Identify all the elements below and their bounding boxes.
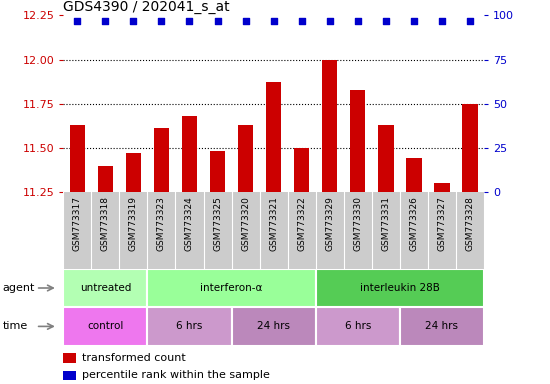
Bar [69,125,85,192]
Text: transformed count: transformed count [82,353,186,363]
Text: GSM773326: GSM773326 [409,196,419,251]
Bar [316,307,400,346]
Point [270,18,278,24]
Text: agent: agent [3,283,35,293]
Text: GSM773329: GSM773329 [325,196,334,251]
Bar [232,307,316,346]
Bar [63,269,147,307]
Point [409,18,418,24]
Point [129,18,138,24]
Text: GSM773317: GSM773317 [73,196,82,251]
Bar [63,371,76,380]
Text: 24 hrs: 24 hrs [257,321,290,331]
Point [438,18,447,24]
Text: 24 hrs: 24 hrs [426,321,459,331]
Point [297,18,306,24]
Text: GSM773321: GSM773321 [269,196,278,251]
Bar [147,269,316,307]
Point [465,18,474,24]
Text: 6 hrs: 6 hrs [345,321,371,331]
Text: GSM773318: GSM773318 [101,196,110,251]
Text: interleukin 28B: interleukin 28B [360,283,440,293]
Point [326,18,334,24]
Bar [406,159,422,192]
Text: GSM773322: GSM773322 [297,196,306,251]
Bar [210,151,226,192]
Point [101,18,110,24]
Bar [350,89,366,192]
Text: untreated: untreated [80,283,131,293]
Text: percentile rank within the sample: percentile rank within the sample [82,370,270,380]
Bar [434,183,450,192]
Text: interferon-α: interferon-α [200,283,263,293]
Bar [462,104,478,192]
Point [185,18,194,24]
Bar [238,125,254,192]
Text: GSM773331: GSM773331 [381,196,390,251]
Bar [153,128,169,192]
Bar [266,83,282,192]
Text: GSM773319: GSM773319 [129,196,138,251]
Text: GSM773330: GSM773330 [353,196,362,251]
Bar [322,60,338,192]
Point [241,18,250,24]
Point [73,18,82,24]
Point [157,18,166,24]
Text: 6 hrs: 6 hrs [177,321,202,331]
Text: GSM773325: GSM773325 [213,196,222,251]
Bar [316,269,484,307]
Bar [182,116,197,192]
Bar [63,353,76,363]
Text: GDS4390 / 202041_s_at: GDS4390 / 202041_s_at [63,0,230,14]
Point [382,18,390,24]
Point [353,18,362,24]
Bar [400,307,484,346]
Point [213,18,222,24]
Text: GSM773327: GSM773327 [437,196,447,251]
Bar [63,307,147,346]
Text: GSM773328: GSM773328 [465,196,475,251]
Text: GSM773323: GSM773323 [157,196,166,251]
Text: control: control [87,321,124,331]
Bar [378,125,394,192]
Text: GSM773320: GSM773320 [241,196,250,251]
Bar [294,148,310,192]
Text: GSM773324: GSM773324 [185,196,194,251]
Bar [125,153,141,192]
Bar [97,166,113,192]
Bar [147,307,232,346]
Text: time: time [3,321,28,331]
